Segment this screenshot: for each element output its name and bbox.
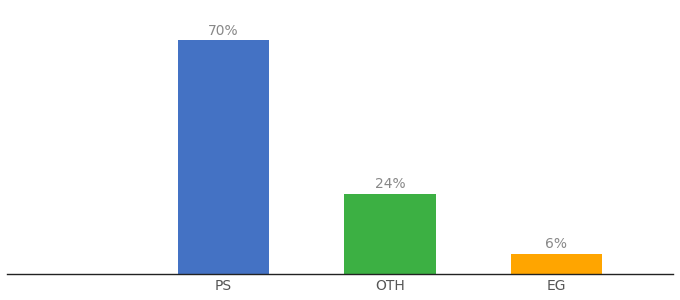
- Bar: [511, 254, 602, 274]
- Text: 6%: 6%: [545, 238, 568, 251]
- Bar: [344, 194, 436, 274]
- Text: 70%: 70%: [208, 24, 239, 38]
- Text: 24%: 24%: [375, 177, 405, 191]
- Bar: [177, 40, 269, 274]
